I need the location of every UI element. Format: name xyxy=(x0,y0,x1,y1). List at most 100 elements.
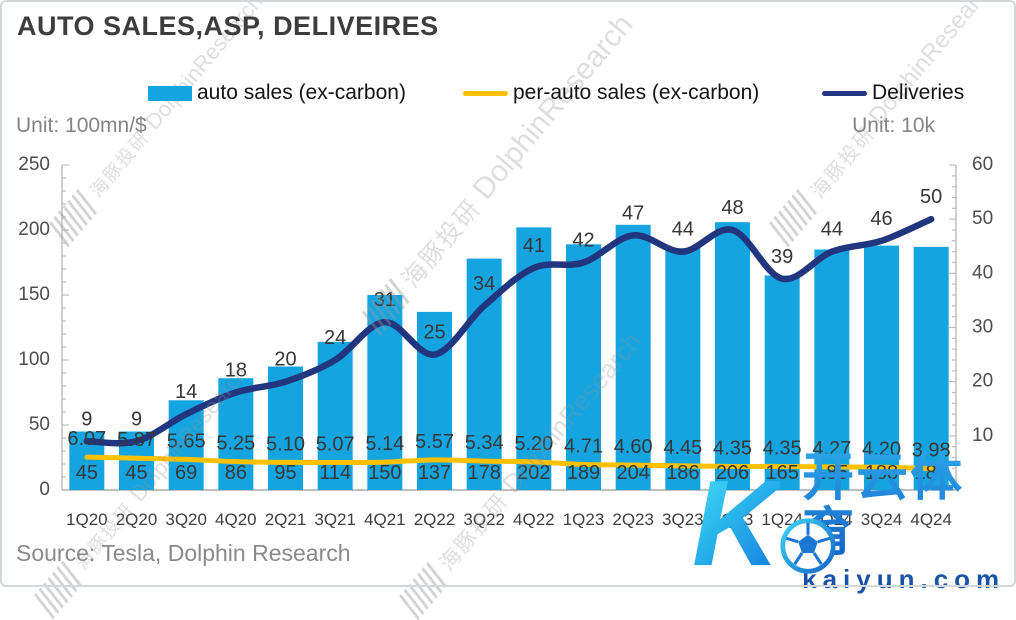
x-axis-label: 4Q20 xyxy=(215,510,257,529)
legend-item-per-auto-sales: per-auto sales (ex-carbon) xyxy=(463,81,759,105)
bar-value-label: 45 xyxy=(125,462,147,484)
asp-value-label: 3.98 xyxy=(912,439,951,461)
deliveries-value-label: 44 xyxy=(672,219,694,241)
right-axis-label: 50 xyxy=(972,208,993,229)
deliveries-swatch-icon xyxy=(822,90,867,96)
per-auto-sales-swatch-icon xyxy=(463,90,508,96)
left-axis-label: 0 xyxy=(39,479,50,500)
asp-value-label: 4.35 xyxy=(763,437,802,459)
x-axis-label: 3Q20 xyxy=(165,510,207,529)
asp-value-label: 4.45 xyxy=(663,437,702,459)
right-axis-unit: Unit: 10k xyxy=(852,114,935,137)
bar-value-label: 114 xyxy=(319,462,351,484)
bar-2Q23 xyxy=(615,224,651,491)
asp-value-label: 4.60 xyxy=(614,436,653,458)
bar-value-label: 189 xyxy=(567,462,600,484)
asp-value-label: 4.35 xyxy=(713,437,752,459)
bar-value-label: 187 xyxy=(914,462,947,484)
bar-value-label: 86 xyxy=(225,462,247,484)
deliveries-value-label: 50 xyxy=(920,186,942,208)
asp-value-label: 6.07 xyxy=(67,428,106,450)
auto-sales-swatch-icon xyxy=(148,85,192,101)
x-axis-label: 4Q21 xyxy=(364,510,406,529)
right-axis-label: 60 xyxy=(972,154,993,175)
asp-value-label: 5.34 xyxy=(465,432,504,454)
bar-1Q24 xyxy=(764,275,800,490)
right-axis-label: 30 xyxy=(972,317,993,338)
combo-chart: 0 50 100 150 200 250 10 20 30 40 50 60 45 45 69 86 95 114… xyxy=(18,154,993,529)
bar-value-label: 69 xyxy=(175,462,197,484)
asp-value-label: 4.71 xyxy=(564,435,603,457)
soccer-ball-icon xyxy=(780,518,836,574)
kaiyun-watermark-logo: K 开云体育 kaiyun.com xyxy=(678,451,1014,595)
bar-value-label: 178 xyxy=(467,462,500,484)
legend-label-deliveries: Deliveries xyxy=(872,81,965,104)
asp-value-label: 5.87 xyxy=(117,429,156,451)
bar-value-label: 188 xyxy=(865,462,898,484)
bar-value-label: 206 xyxy=(716,462,749,484)
x-axis-label: 3Q22 xyxy=(463,510,505,529)
deliveries-value-label: 18 xyxy=(225,360,247,382)
asp-value-label: 5.20 xyxy=(514,433,553,455)
bar-value-label: 45 xyxy=(76,462,98,484)
legend-label-auto-sales: auto sales (ex-carbon) xyxy=(197,81,406,104)
deliveries-value-label: 24 xyxy=(324,327,346,349)
asp-value-label: 5.65 xyxy=(167,430,206,452)
asp-value-label: 5.25 xyxy=(216,433,255,455)
asp-value-label: 4.20 xyxy=(862,438,901,460)
bar-value-label: 186 xyxy=(666,462,699,484)
deliveries-value-label: 44 xyxy=(821,219,843,241)
legend-item-deliveries: Deliveries xyxy=(822,81,964,105)
x-axis-label: 3Q23 xyxy=(662,510,704,529)
x-axis-label: 4Q24 xyxy=(910,510,952,529)
bar-2Q24 xyxy=(814,249,850,490)
deliveries-value-label: 41 xyxy=(523,235,545,257)
deliveries-value-label: 34 xyxy=(473,273,495,295)
deliveries-value-label: 39 xyxy=(771,246,793,268)
bar-value-label: 165 xyxy=(765,462,798,484)
bar-value-label: 95 xyxy=(274,462,296,484)
x-axis-label: 2Q21 xyxy=(265,510,307,529)
right-axis-label: 10 xyxy=(972,425,993,446)
legend-label-per-auto-sales: per-auto sales (ex-carbon) xyxy=(513,81,760,104)
asp-value-label: 5.14 xyxy=(365,433,404,455)
x-axis-label: 2Q20 xyxy=(116,510,158,529)
deliveries-value-label: 9 xyxy=(81,408,92,430)
deliveries-value-label: 9 xyxy=(131,408,142,430)
asp-value-label: 5.57 xyxy=(415,431,454,453)
bar-1Q23 xyxy=(566,244,601,490)
kaiyun-k-monogram-icon: K xyxy=(692,455,781,591)
bar-4Q23 xyxy=(715,222,750,490)
x-axis-label: 2Q23 xyxy=(612,510,654,529)
deliveries-value-label: 48 xyxy=(721,197,743,219)
x-axis-label: 4Q23 xyxy=(712,510,754,529)
x-axis-label: 4Q22 xyxy=(513,510,555,529)
right-axis-label: 40 xyxy=(972,262,993,283)
left-axis-label: 200 xyxy=(18,219,50,240)
source-note: Source: Tesla, Dolphin Research xyxy=(16,540,351,566)
left-axis-label: 100 xyxy=(18,349,50,370)
deliveries-value-label: 25 xyxy=(423,322,445,344)
bar-value-label: 204 xyxy=(616,462,649,484)
bar-value-label: 137 xyxy=(418,462,451,484)
deliveries-value-label: 46 xyxy=(870,208,892,230)
x-axis-label: 2Q22 xyxy=(414,510,456,529)
bar-value-label: 202 xyxy=(517,462,550,484)
left-axis-label: 50 xyxy=(29,414,50,435)
left-axis-label: 250 xyxy=(18,154,50,175)
right-axis-label: 20 xyxy=(972,371,993,392)
deliveries-line xyxy=(83,215,935,447)
bar-3Q24 xyxy=(864,245,899,490)
x-axis-label: 3Q21 xyxy=(314,510,356,529)
x-axis-label: 3Q24 xyxy=(861,510,903,529)
bar-value-label: 150 xyxy=(368,462,401,484)
deliveries-value-label: 47 xyxy=(622,202,644,224)
deliveries-value-label: 42 xyxy=(572,230,594,252)
asp-value-label: 5.10 xyxy=(266,433,305,455)
bar-value-label: 185 xyxy=(815,462,848,484)
page-title: AUTO SALES,ASP, DELIVEIRES xyxy=(17,11,439,41)
deliveries-value-label: 31 xyxy=(374,289,396,311)
deliveries-value-label: 20 xyxy=(274,349,296,371)
asp-value-label: 4.27 xyxy=(812,438,851,460)
legend-item-auto-sales: auto sales (ex-carbon) xyxy=(148,81,406,105)
